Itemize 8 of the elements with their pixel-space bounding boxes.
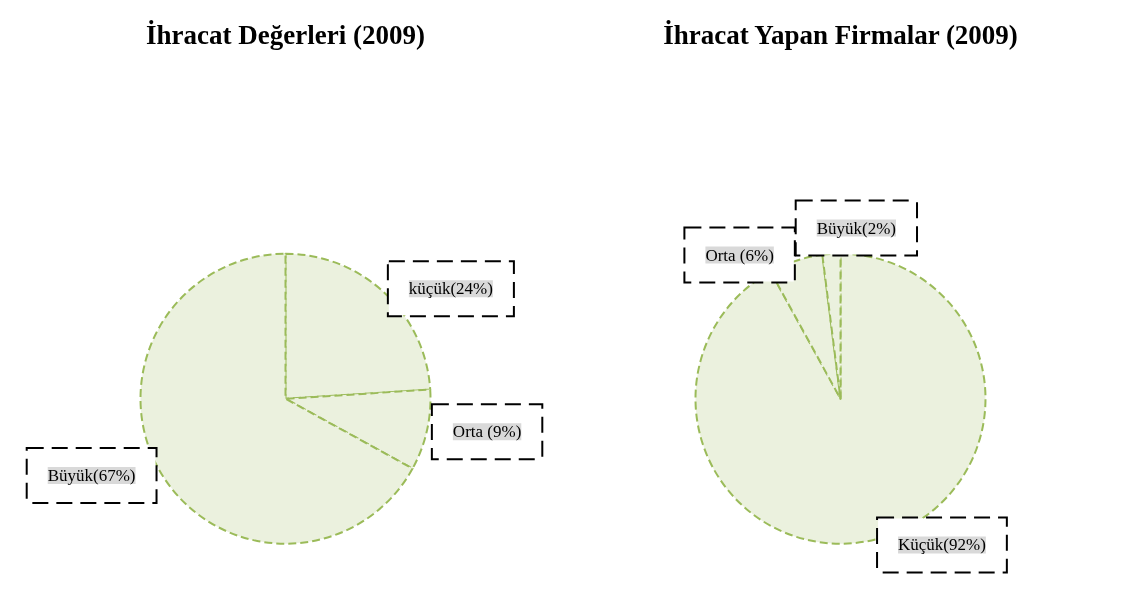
slice-label: küçük(24%) bbox=[408, 279, 493, 299]
slice-label: Küçük(92%) bbox=[898, 535, 986, 555]
slice-label: Büyük(2%) bbox=[816, 218, 897, 238]
slice-label: Büyük(67%) bbox=[47, 466, 136, 486]
slice-label: Orta (9%) bbox=[452, 422, 522, 442]
chart-title: İhracat Değerleri (2009) bbox=[146, 19, 425, 50]
slice-label: Orta (6%) bbox=[705, 245, 774, 265]
chart-title: İhracat Yapan Firmalar (2009) bbox=[663, 19, 1018, 50]
